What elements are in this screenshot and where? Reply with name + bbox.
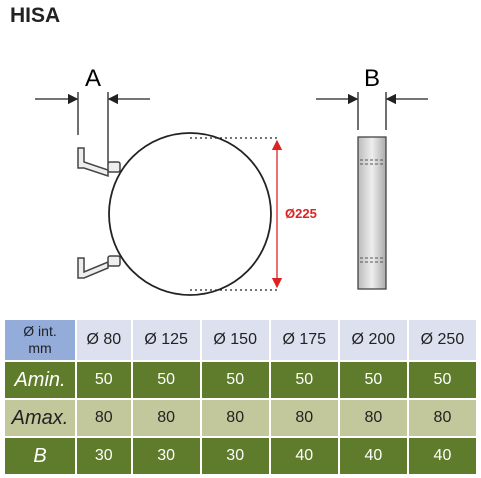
header-cell: Ø int. mm <box>3 318 77 362</box>
row-label: Amax. <box>3 398 77 438</box>
row-label: Amin. <box>3 360 77 400</box>
cell: 80 <box>75 398 133 438</box>
bracket <box>77 147 121 279</box>
cell: 50 <box>130 360 202 400</box>
cell: 30 <box>130 436 202 476</box>
cell: 80 <box>268 398 340 438</box>
diameter-label: Ø225 <box>285 206 317 221</box>
dimension-b <box>316 92 428 130</box>
cell: 80 <box>199 398 271 438</box>
size-table: Ø int. mm Ø 80 Ø 125 Ø 150 Ø 175 Ø 200 Ø 250 Ami… <box>3 318 479 476</box>
header-cell: Ø 80 <box>75 318 133 362</box>
dimension-a <box>35 92 150 165</box>
table-row: Amax. 80 80 80 80 80 80 <box>3 398 479 438</box>
cell: 80 <box>406 398 479 438</box>
cell: 80 <box>337 398 409 438</box>
table-row: B 30 30 30 40 40 40 <box>3 436 479 476</box>
label-a: A <box>85 65 101 92</box>
cell: 30 <box>75 436 133 476</box>
header-cell: Ø 125 <box>130 318 202 362</box>
cell: 40 <box>406 436 479 476</box>
cell: 30 <box>199 436 271 476</box>
row-label: B <box>3 436 77 476</box>
cell: 50 <box>406 360 479 400</box>
cell: 80 <box>130 398 202 438</box>
cell: 50 <box>75 360 133 400</box>
diagram: A Ø225 B <box>35 65 428 296</box>
cell: 50 <box>268 360 340 400</box>
extension-lines <box>190 137 280 291</box>
header-line: Ø int. <box>23 323 57 339</box>
cell: 50 <box>337 360 409 400</box>
title: HISA <box>10 4 61 27</box>
pipe <box>108 132 272 296</box>
header-cell: Ø 200 <box>337 318 409 362</box>
cell: 50 <box>199 360 271 400</box>
cell: 40 <box>268 436 340 476</box>
label-b: B <box>364 65 380 92</box>
band-holes <box>360 159 384 263</box>
band-side <box>357 136 387 290</box>
header-row: Ø int. mm Ø 80 Ø 125 Ø 150 Ø 175 Ø 200 Ø 250 <box>3 318 479 362</box>
header-cell: Ø 150 <box>199 318 271 362</box>
header-cell: Ø 250 <box>406 318 479 362</box>
table-row: Amin. 50 50 50 50 50 50 <box>3 360 479 400</box>
cell: 40 <box>337 436 409 476</box>
header-line: mm <box>28 340 52 356</box>
header-cell: Ø 175 <box>268 318 340 362</box>
